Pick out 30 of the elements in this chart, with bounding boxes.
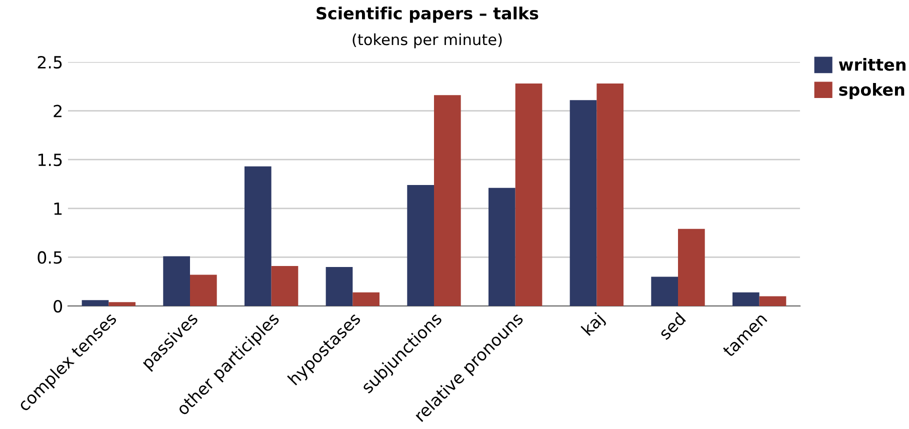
bar bbox=[271, 266, 298, 306]
bar bbox=[732, 292, 760, 306]
bar bbox=[82, 300, 109, 306]
bar bbox=[407, 184, 434, 306]
chart-subtitle: (tokens per minute) bbox=[352, 33, 502, 48]
bar bbox=[352, 292, 380, 306]
chart-title: Scientific papers – talks bbox=[316, 6, 538, 23]
bar bbox=[596, 83, 624, 306]
x-tick-label: kaj bbox=[580, 312, 607, 338]
bar bbox=[244, 166, 272, 306]
legend-label: written bbox=[838, 58, 906, 71]
bar bbox=[163, 256, 190, 306]
legend-label: spoken bbox=[839, 82, 904, 100]
bar bbox=[570, 100, 597, 306]
bar bbox=[515, 83, 542, 306]
bar bbox=[434, 95, 461, 306]
bar bbox=[190, 274, 217, 306]
y-tick-label: 1.5 bbox=[38, 154, 62, 166]
y-tick-label: 0.5 bbox=[38, 251, 62, 264]
y-tick-label: 2 bbox=[54, 104, 62, 118]
y-tick-label: 2.5 bbox=[38, 56, 62, 69]
y-tick-label: 1 bbox=[54, 202, 62, 215]
bar bbox=[678, 228, 705, 306]
bar bbox=[759, 296, 786, 306]
bar bbox=[108, 302, 136, 306]
x-tick-label: sed bbox=[658, 312, 686, 340]
bar bbox=[488, 188, 516, 306]
y-tick-label: 0 bbox=[54, 300, 62, 313]
bar bbox=[326, 266, 353, 306]
bar bbox=[651, 276, 678, 306]
